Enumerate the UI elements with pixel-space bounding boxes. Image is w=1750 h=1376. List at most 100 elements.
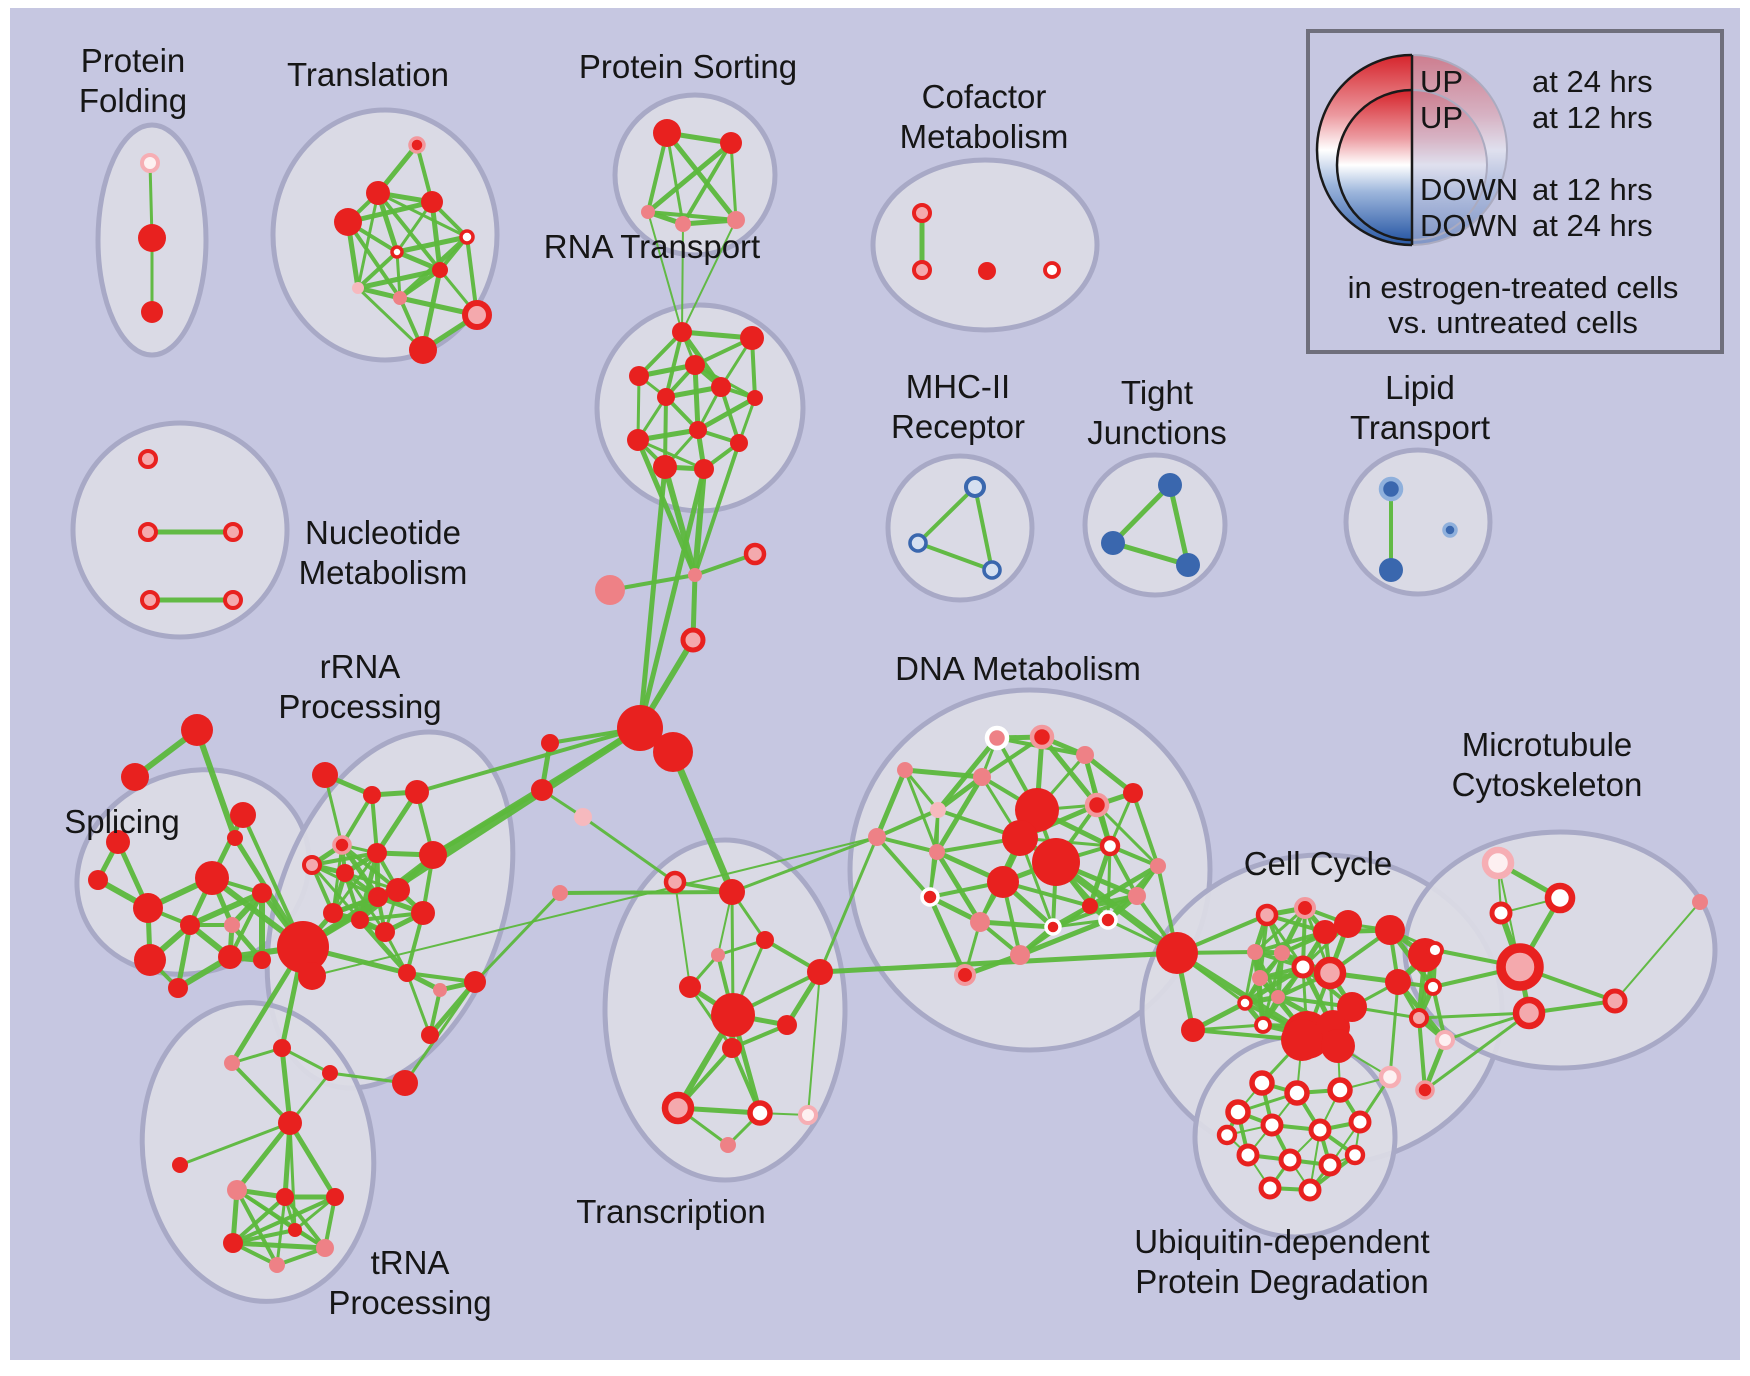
dm-node-17	[1128, 887, 1146, 905]
tn-node-8	[288, 1223, 302, 1237]
fr-node-14	[1156, 932, 1198, 974]
network-edge	[288, 1121, 297, 1232]
network-edge	[405, 971, 432, 1037]
dm-node-1	[1029, 724, 1055, 750]
mhc-node-2	[982, 560, 1002, 580]
ps-node-3	[675, 216, 691, 232]
network-edge	[1095, 803, 1160, 868]
rt-node-11	[694, 459, 714, 479]
ub-node-6	[1260, 1113, 1284, 1137]
fr-node-0	[688, 568, 702, 582]
network-edge	[331, 851, 379, 915]
dm-node-12	[1099, 835, 1121, 857]
network-edge	[669, 748, 736, 896]
cluster-label-lt: Transport	[1350, 409, 1490, 446]
network-edge	[231, 1228, 297, 1245]
network-edge	[916, 485, 977, 545]
dm-node-7	[929, 844, 945, 860]
tr-node-6	[432, 262, 448, 278]
tr-node-4	[459, 229, 475, 245]
tn-node-3	[276, 1188, 294, 1206]
network-edge	[376, 191, 442, 272]
ps-node-0	[653, 119, 681, 147]
cluster-label-pf: Folding	[79, 82, 187, 119]
mhc-node-0	[963, 475, 987, 499]
tn-node-7	[269, 1257, 285, 1273]
cluster-label-cm: Metabolism	[900, 118, 1069, 155]
network-edge	[645, 140, 734, 215]
dm-node-21	[1098, 910, 1118, 930]
network-edge	[681, 219, 737, 333]
network-edge	[429, 199, 443, 273]
network-edge	[647, 211, 683, 333]
cc-node-8	[1252, 970, 1268, 986]
cluster-label-tn: tRNA	[371, 1244, 450, 1281]
tn-node-0	[278, 1111, 302, 1135]
sp-node-8	[106, 830, 130, 854]
dm-node-11	[987, 866, 1019, 898]
rr-node-14	[398, 964, 416, 982]
cluster-label-rr: Processing	[278, 688, 441, 725]
network-edge	[695, 395, 758, 433]
rr-node-3	[332, 835, 352, 855]
tr-node-0	[408, 136, 426, 154]
sp-node-11	[253, 951, 271, 969]
network-edge	[637, 466, 707, 731]
rr-node-7	[419, 841, 447, 869]
network-edge	[581, 815, 677, 884]
rr-node-5	[336, 864, 354, 882]
fr-node-6	[541, 734, 559, 752]
dm-node-20	[1150, 858, 1166, 874]
tc-node-8	[722, 1038, 742, 1058]
rr-node-0	[312, 762, 338, 788]
cluster-label-ps: Protein Sorting	[579, 48, 797, 85]
mt-node-4	[1512, 996, 1546, 1030]
dm-node-9	[1002, 820, 1038, 856]
network-edge	[664, 130, 739, 223]
nm-node-1	[138, 522, 158, 542]
network-edge	[357, 917, 410, 976]
tc-node-0	[663, 870, 687, 894]
cluster-label-tr: Translation	[287, 56, 449, 93]
cc-node-1	[1293, 896, 1317, 920]
fr-node-8	[574, 808, 592, 826]
dm-node-6	[1123, 783, 1143, 803]
tr-node-1	[366, 181, 390, 205]
cc-node-7	[1313, 956, 1347, 990]
cluster-ellipse-tn	[139, 1000, 377, 1304]
legend-up24-label: UP	[1420, 64, 1463, 99]
dm-node-19	[897, 762, 913, 778]
rt-node-5	[657, 388, 675, 406]
nm-node-3	[140, 590, 160, 610]
cc-node-6	[1291, 955, 1315, 979]
nm-node-2	[223, 522, 243, 542]
ub-node-3	[1284, 1080, 1310, 1106]
cc-node-10	[1237, 995, 1253, 1011]
legend-up12-time: at 12 hrs	[1532, 100, 1653, 135]
cluster-label-pf: Protein	[81, 42, 186, 79]
tn-node-10	[392, 1070, 418, 1096]
tc-node-7	[777, 1015, 797, 1035]
network-edge	[934, 849, 983, 925]
tc-node-4	[807, 959, 833, 985]
rt-node-0	[672, 322, 692, 342]
cc-node-15	[1375, 915, 1405, 945]
legend-box	[1306, 29, 1724, 354]
tn-node-4	[326, 1188, 344, 1206]
mt-node-2	[1489, 901, 1513, 925]
tn-node-12	[273, 1039, 291, 1057]
dm-node-15	[1044, 918, 1062, 936]
rr-node-11	[375, 922, 395, 942]
ub-node-14	[1344, 1144, 1366, 1166]
pf-node-0	[140, 153, 160, 173]
cc-node-0	[1255, 903, 1279, 927]
cluster-label-mhc: Receptor	[891, 408, 1025, 445]
network-edge	[1082, 752, 1136, 796]
network-edge	[398, 268, 442, 300]
cc-node-21	[1435, 1030, 1455, 1050]
network-edge	[355, 267, 443, 291]
rt-node-3	[685, 355, 705, 375]
network-edge	[874, 767, 908, 840]
network-edge	[903, 768, 940, 812]
